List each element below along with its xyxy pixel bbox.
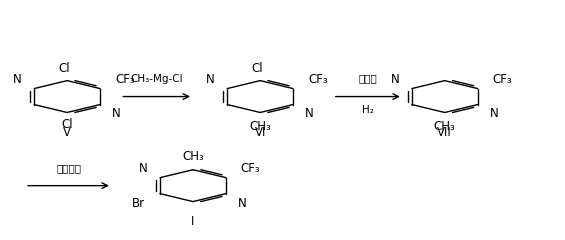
Text: CH₃: CH₃ [182, 150, 204, 163]
Text: CH₃: CH₃ [249, 120, 271, 132]
Text: 徂化剂: 徂化剂 [358, 74, 377, 84]
Text: VI: VI [254, 126, 266, 139]
Text: N: N [490, 108, 498, 120]
Text: N: N [14, 73, 22, 86]
Text: Cl: Cl [251, 62, 263, 75]
Text: CH₃-Mg-Cl: CH₃-Mg-Cl [131, 74, 183, 84]
Text: CF₃: CF₃ [493, 73, 512, 86]
Text: N: N [305, 108, 314, 120]
Text: Cl: Cl [59, 62, 70, 75]
Text: CF₃: CF₃ [308, 73, 328, 86]
Text: CH₃: CH₃ [434, 120, 455, 132]
Text: CF₃: CF₃ [115, 73, 134, 86]
Text: V: V [63, 126, 71, 139]
Text: Cl: Cl [61, 118, 73, 131]
Text: CF₃: CF₃ [241, 162, 260, 175]
Text: N: N [238, 197, 247, 210]
Text: Br: Br [132, 197, 145, 210]
Text: N: N [139, 162, 148, 175]
Text: N: N [112, 108, 121, 120]
Text: 滁化试剂: 滁化试剂 [56, 163, 81, 173]
Text: VII: VII [437, 126, 452, 139]
Text: H₂: H₂ [362, 105, 374, 115]
Text: N: N [206, 73, 215, 86]
Text: N: N [391, 73, 399, 86]
Text: I: I [192, 216, 195, 228]
